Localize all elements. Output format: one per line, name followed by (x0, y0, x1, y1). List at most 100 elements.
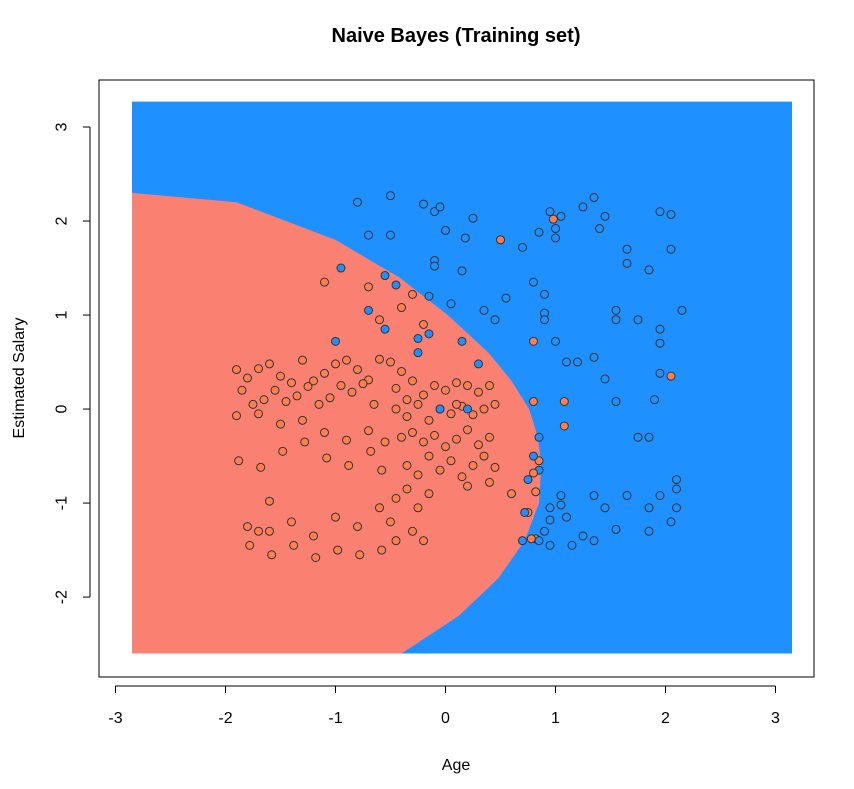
data-point-class-0 (287, 378, 296, 388)
data-point-class-1 (600, 503, 610, 513)
data-point-class-1 (551, 233, 560, 243)
data-point-class-0 (531, 487, 541, 497)
data-point-class-1 (336, 263, 346, 273)
data-point-class-0 (325, 393, 335, 403)
y-axis-label: Estimated Salary (11, 318, 28, 439)
data-point-class-0 (424, 415, 434, 425)
data-point-class-1 (534, 536, 544, 546)
data-point-class-0 (430, 381, 439, 391)
data-point-class-0 (358, 379, 368, 389)
data-point-class-0 (507, 489, 516, 499)
data-point-class-0 (259, 395, 269, 405)
data-point-class-0 (529, 397, 538, 407)
data-point-class-0 (529, 336, 538, 346)
data-point-class-0 (441, 385, 450, 395)
data-point-class-1 (380, 271, 390, 281)
data-point-class-0 (559, 421, 569, 431)
y-tick-label: 3 (54, 122, 71, 131)
chart-title: Naive Bayes (Training set) (332, 25, 581, 47)
data-point-class-0 (452, 399, 461, 409)
data-point-class-1 (540, 289, 549, 299)
data-point-class-0 (402, 484, 412, 494)
data-point-class-0 (391, 404, 401, 414)
data-point-class-0 (333, 545, 343, 555)
data-point-class-0 (243, 522, 252, 532)
data-point-class-1 (545, 503, 555, 513)
y-tick-label: -1 (54, 496, 71, 510)
data-point-class-0 (320, 428, 329, 438)
data-point-class-0 (364, 426, 373, 436)
data-point-class-0 (300, 437, 310, 447)
data-point-class-1 (672, 475, 681, 485)
data-point-class-1 (600, 211, 610, 221)
data-point-class-1 (468, 213, 478, 223)
data-point-class-0 (265, 526, 274, 536)
data-point-class-1 (666, 517, 676, 527)
data-point-class-1 (545, 540, 555, 550)
data-point-class-1 (386, 191, 395, 201)
data-point-class-1 (578, 202, 588, 212)
data-point-class-1 (545, 515, 555, 525)
data-point-class-0 (496, 235, 505, 245)
data-point-class-0 (237, 385, 247, 395)
data-point-class-0 (375, 354, 384, 364)
data-point-class-1 (534, 432, 544, 442)
data-point-class-0 (254, 526, 263, 536)
data-point-class-1 (644, 526, 654, 536)
data-point-class-0 (474, 440, 483, 450)
data-point-class-0 (457, 472, 467, 482)
data-point-class-0 (303, 381, 313, 391)
data-point-class-1 (490, 315, 500, 325)
data-point-class-0 (402, 460, 412, 470)
y-tick-label: 0 (54, 405, 71, 414)
data-point-class-1 (644, 503, 654, 513)
data-point-class-0 (548, 214, 558, 224)
data-point-class-1 (611, 305, 621, 315)
data-point-class-1 (556, 211, 566, 221)
data-point-class-1 (622, 491, 632, 501)
data-point-class-0 (342, 435, 351, 445)
data-point-class-1 (633, 315, 643, 325)
data-point-class-0 (366, 446, 376, 456)
data-point-class-0 (402, 395, 412, 405)
data-point-class-1 (589, 352, 599, 362)
data-point-class-1 (540, 315, 549, 325)
data-point-class-0 (292, 391, 302, 401)
data-point-class-0 (430, 430, 439, 440)
data-point-class-0 (309, 531, 318, 541)
data-point-class-0 (355, 550, 365, 560)
data-point-class-0 (419, 390, 428, 400)
data-point-class-0 (243, 373, 252, 383)
data-point-class-1 (441, 225, 450, 235)
data-point-class-1 (655, 324, 665, 334)
data-point-class-1 (435, 202, 445, 212)
data-point-class-0 (281, 397, 291, 407)
data-point-class-1 (655, 368, 665, 378)
data-point-class-1 (650, 395, 659, 405)
data-point-class-0 (256, 462, 266, 472)
data-point-class-1 (589, 536, 599, 546)
data-point-class-1 (589, 193, 599, 203)
data-point-class-1 (518, 242, 527, 252)
data-point-class-0 (485, 477, 494, 487)
data-point-class-1 (479, 305, 489, 315)
data-point-class-1 (655, 491, 665, 501)
data-point-class-0 (342, 355, 351, 365)
x-tick-label: 3 (771, 710, 780, 727)
data-point-class-0 (424, 451, 434, 461)
y-tick-label: -2 (54, 590, 71, 604)
data-point-class-0 (419, 437, 428, 447)
data-point-class-0 (265, 496, 274, 506)
data-point-class-0 (452, 434, 461, 444)
y-tick-label: 2 (54, 216, 71, 225)
data-point-class-0 (336, 381, 346, 391)
data-point-class-1 (424, 291, 434, 301)
data-point-class-1 (331, 336, 340, 346)
data-point-class-1 (457, 336, 467, 346)
data-point-class-0 (446, 409, 456, 419)
data-point-class-1 (589, 491, 599, 501)
data-point-class-1 (672, 503, 681, 513)
data-point-class-1 (562, 512, 571, 522)
data-point-class-0 (369, 399, 379, 409)
